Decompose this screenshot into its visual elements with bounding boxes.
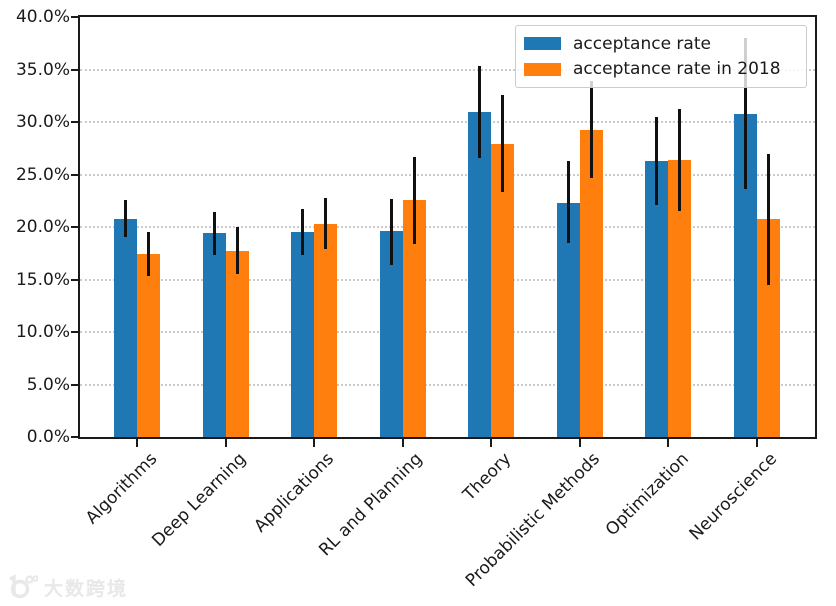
error-bar — [589, 81, 593, 178]
legend-item-acceptance-rate: acceptance rate — [524, 34, 800, 54]
bar-blue-neuroscience — [733, 113, 757, 437]
error-bar — [766, 153, 770, 285]
y-tick-mark — [71, 121, 79, 123]
error-bar — [412, 156, 416, 244]
watermark: 大数跨境 — [6, 574, 128, 601]
bar-orange-deep-learning — [225, 251, 249, 437]
bar-orange-neuroscience — [756, 218, 780, 437]
x-tick-mark — [401, 439, 404, 447]
y-tick-label: 20.0% — [15, 217, 70, 237]
x-tick-mark — [490, 439, 493, 447]
gridline-35pct — [80, 68, 815, 71]
gridline-10pct — [80, 331, 815, 333]
legend-label: acceptance rate in 2018 — [573, 59, 781, 80]
bar-blue-rl-and-planning — [379, 231, 403, 437]
watermark-text: 大数跨境 — [44, 578, 129, 600]
y-tick-mark — [71, 383, 79, 386]
gridline-15pct — [80, 278, 815, 281]
x-tick-label-deep-learning: Deep Learning — [147, 449, 250, 551]
bar-orange-probabilistic-methods — [579, 130, 603, 437]
y-tick-mark — [71, 16, 79, 18]
gridline-5pct — [80, 383, 815, 386]
bar-orange-algorithms — [137, 254, 160, 437]
watermark-logo-icon — [9, 574, 38, 599]
x-tick-mark — [136, 439, 138, 447]
x-tick-label-optimization: Optimization — [601, 449, 693, 541]
y-tick-label: 35.0% — [15, 59, 70, 80]
x-tick-label-theory: Theory — [459, 449, 516, 505]
legend: acceptance rate acceptance rate in 2018 — [515, 25, 807, 88]
legend-swatch-orange — [524, 62, 561, 76]
x-tick-label-algorithms: Algorithms — [81, 449, 162, 529]
bar-orange-optimization — [668, 159, 692, 437]
bar-blue-optimization — [645, 160, 669, 437]
bar-blue-applications — [291, 232, 315, 437]
y-tick-mark — [71, 436, 79, 438]
plot-area — [80, 17, 815, 437]
error-bar — [389, 198, 393, 265]
x-tick-mark — [667, 439, 670, 447]
bar-orange-applications — [314, 223, 338, 437]
x-tick-mark — [578, 439, 581, 447]
y-tick-label: 25.0% — [15, 164, 70, 185]
error-bar — [212, 212, 216, 256]
error-bar — [324, 197, 328, 250]
error-bar — [147, 232, 150, 277]
y-tick-label: 10.0% — [15, 322, 70, 342]
error-bar — [678, 109, 682, 212]
error-bar — [743, 38, 747, 190]
error-bar — [655, 116, 659, 205]
x-tick-label-neuroscience: Neuroscience — [685, 449, 782, 545]
x-tick-label-applications: Applications — [250, 449, 339, 537]
bar-blue-algorithms — [114, 218, 137, 437]
error-bar — [566, 160, 570, 243]
legend-item-acceptance-rate-2018: acceptance rate in 2018 — [524, 59, 800, 79]
bar-orange-rl-and-planning — [402, 199, 426, 437]
y-tick-label: 5.0% — [26, 374, 70, 395]
bar-orange-theory — [491, 144, 515, 437]
y-tick-label: 30.0% — [15, 112, 70, 132]
error-bar — [235, 227, 239, 275]
y-tick-mark — [71, 331, 79, 333]
gridline-20pct — [80, 226, 815, 228]
gridline-30pct — [80, 121, 815, 123]
bar-blue-theory — [468, 111, 492, 437]
y-tick-mark — [71, 278, 79, 281]
error-bar — [301, 209, 305, 256]
y-tick-mark — [71, 226, 79, 228]
y-tick-mark — [71, 68, 79, 71]
legend-swatch-blue — [524, 37, 561, 51]
y-tick-label: 15.0% — [15, 269, 70, 290]
error-bar — [124, 199, 127, 238]
bar-blue-probabilistic-methods — [556, 202, 580, 437]
legend-label: acceptance rate — [573, 33, 711, 54]
bar-blue-deep-learning — [202, 233, 226, 437]
x-tick-mark — [313, 439, 316, 447]
y-tick-mark — [71, 173, 79, 176]
y-tick-label: 0.0% — [26, 427, 70, 447]
x-tick-mark — [755, 439, 758, 447]
error-bar — [501, 94, 505, 193]
gridline-25pct — [80, 173, 815, 176]
error-bar — [478, 66, 482, 158]
y-tick-label: 40.0% — [15, 7, 70, 27]
x-tick-mark — [224, 439, 227, 447]
